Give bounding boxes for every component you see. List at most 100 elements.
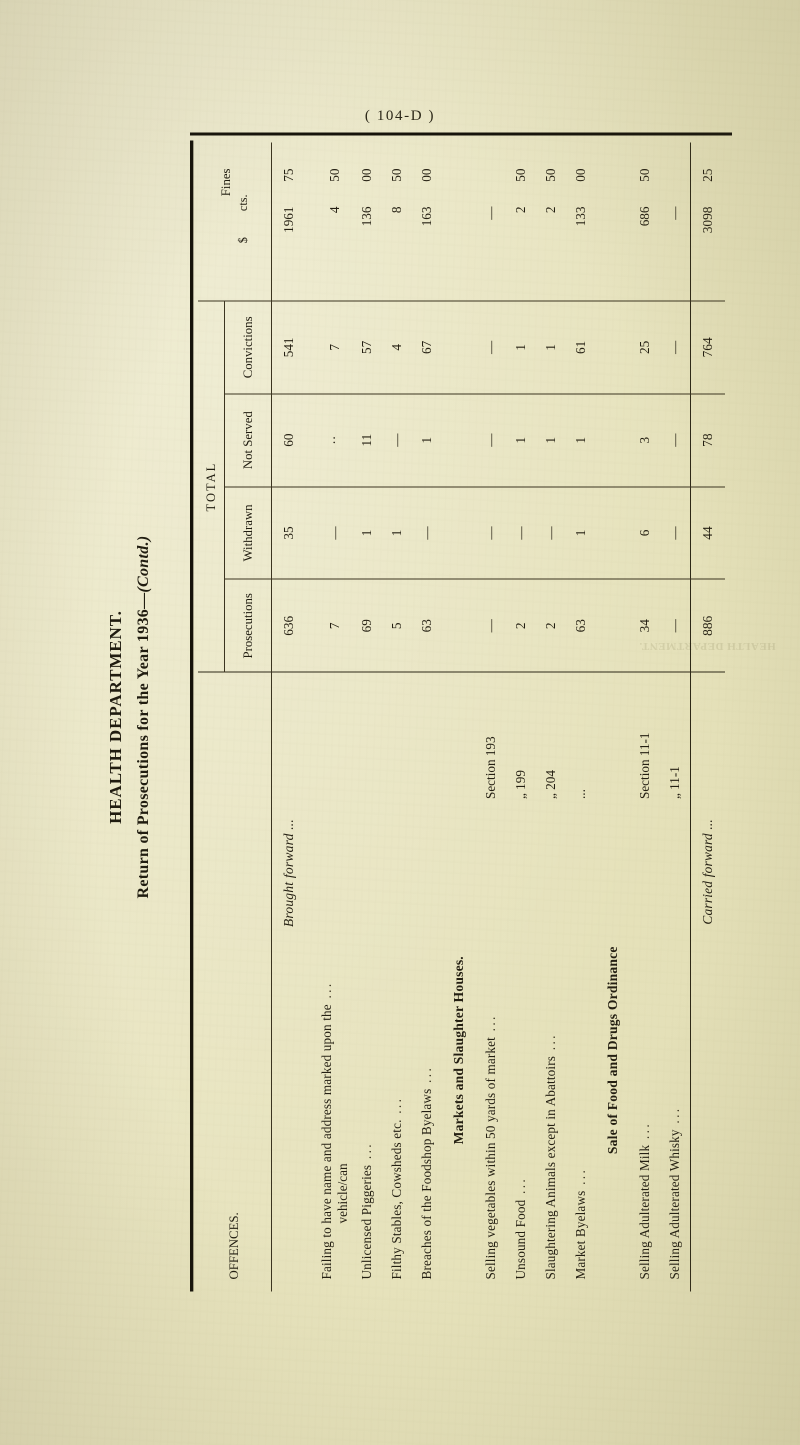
- spacer-cell: [306, 672, 318, 1291]
- table-row: Breaches of the Foodshop Byelaws ... 63—1…: [412, 142, 442, 1291]
- cell-prosecutions: —: [660, 578, 691, 672]
- return-title-main: Return of Prosecutions for the Year 1936…: [135, 592, 152, 898]
- fine-dollars: 163: [419, 206, 434, 226]
- cell-convictions: 1: [536, 300, 566, 394]
- table-row: Unlicensed Piggeries ... 69 1 11 57 13600: [352, 142, 382, 1291]
- cell-offence: Unlicensed Piggeries ...: [352, 805, 382, 1291]
- cell-prosecutions: 63: [566, 578, 596, 672]
- offence-label: Selling Adulterated Whisky: [667, 1128, 682, 1279]
- page-edge-rule: [190, 132, 732, 135]
- leader-dots: ...: [419, 1065, 434, 1089]
- cell-fines: 4 50: [318, 142, 352, 301]
- col-header-total-group: TOTAL: [198, 300, 225, 672]
- fines-currency-subhead: $ cts.: [236, 168, 251, 300]
- cell-offence: Failing to have name and address marked …: [318, 805, 352, 1291]
- caption-rule: [190, 140, 193, 1291]
- cell-not-served: 1: [506, 393, 536, 487]
- cell-prosecutions: [596, 578, 630, 672]
- cell-offence: Selling Adulterated Milk ...: [630, 805, 660, 1291]
- fine-cents: 50: [637, 168, 652, 182]
- fine-dollars: —: [483, 206, 498, 220]
- cell-prosecutions: 636: [271, 578, 306, 672]
- cell-withdrawn: —: [476, 486, 506, 579]
- fine-cents: 50: [327, 168, 342, 182]
- cell-fines: [596, 142, 630, 301]
- cell-convictions: 1: [506, 300, 536, 394]
- fines-cents-label: cts.: [235, 194, 250, 211]
- col-header-convictions: Convictions: [224, 300, 272, 394]
- cell-offence: Slaughtering Animals except in Abattoirs…: [536, 805, 566, 1291]
- table-caption: HEALTH DEPARTMENT. Return of Prosecution…: [106, 124, 153, 1309]
- cell-prosecutions: 63: [412, 578, 442, 672]
- cell-not-served: 60: [271, 393, 306, 487]
- leader-dots: ...: [543, 1032, 558, 1056]
- cell-convictions: —: [476, 300, 506, 394]
- cell-withdrawn: —: [660, 486, 691, 579]
- cell-withdrawn: 1: [566, 486, 596, 579]
- cell-offence: Selling vegetables within 50 yards of ma…: [476, 805, 506, 1291]
- cell-convictions: 764: [690, 300, 725, 394]
- cell-fines: [442, 142, 476, 301]
- table-body: Brought forward ... 636 35 60 541 196175 Faili…: [271, 142, 725, 1291]
- cell-fines: 686 50: [630, 142, 660, 301]
- prosecutions-table: OFFENCES. TOTAL Fines $ cts. Prosecution…: [198, 142, 725, 1291]
- fine-cents: 00: [359, 168, 374, 182]
- leader-dots: ...: [389, 1096, 404, 1119]
- cell-section: [318, 672, 352, 805]
- fines-dollar-symbol: $: [235, 236, 250, 243]
- table-row: Selling Adulterated Milk ... Section 11-1…: [630, 142, 660, 1291]
- cell-convictions: [442, 300, 476, 394]
- fine-dollars: 2: [513, 206, 528, 213]
- cell-convictions: 7: [318, 300, 352, 394]
- cell-fines: 8 50: [382, 142, 412, 301]
- cell-fines: —: [476, 142, 506, 301]
- offence-label: Filthy Stables, Cowsheds etc.: [389, 1118, 404, 1279]
- cell-not-served: 3: [630, 393, 660, 487]
- section-subheading-label: Markets and Slaughter Houses.: [451, 955, 466, 1144]
- cell-fines: 2 50: [506, 142, 536, 301]
- cell-withdrawn: 35: [271, 486, 306, 579]
- cell-section: Section 193: [483, 735, 498, 799]
- cell-withdrawn: —: [318, 486, 352, 579]
- col-header-fines-label: Fines: [218, 168, 233, 196]
- cell-not-served: —: [660, 393, 691, 487]
- cell-not-served: 1: [412, 393, 442, 487]
- cell-fines: 3098 25: [690, 142, 725, 301]
- fine-dollars: 2: [543, 206, 558, 213]
- cell-not-served: [442, 393, 476, 487]
- offence-label: Slaughtering Animals except in Abattoirs: [543, 1055, 558, 1279]
- fine-cents: 50: [513, 168, 528, 182]
- fine-cents: 00: [573, 168, 588, 182]
- cell-section: [690, 671, 725, 805]
- cell-convictions: 57: [352, 300, 382, 394]
- cell-offence: Market Byelaws ...: [566, 805, 596, 1291]
- col-header-fines: Fines $ cts.: [198, 142, 272, 301]
- cell-convictions: —: [660, 300, 691, 394]
- table-row: Slaughtering Animals except in Abattoirs…: [536, 142, 566, 1291]
- fine-dollars: 136: [359, 206, 374, 226]
- col-header-section: [198, 671, 272, 805]
- cell-not-served: [596, 393, 630, 487]
- table-row: Selling Adulterated Whisky ... „ 11-1— — — —…: [660, 142, 691, 1291]
- cell-section: ...: [573, 788, 588, 799]
- cell-not-served: 1: [566, 393, 596, 487]
- section-subheading-label: Sale of Food and Drugs Ordinance: [605, 945, 620, 1154]
- leader-dots: ...: [637, 1121, 652, 1145]
- cell-not-served: 1: [536, 393, 566, 487]
- cell-withdrawn: [442, 486, 476, 579]
- cell-section: [272, 672, 307, 805]
- fine-dollars: 1961: [281, 206, 296, 233]
- cell-fines: —: [660, 142, 691, 301]
- table-row: Unsound Food ... „ 199 2—1 1 250: [506, 142, 536, 1291]
- row-carried-forward: Carried forward ... 886 44 78 764 3098 25: [690, 142, 725, 1291]
- fine-dollars: 3098: [700, 206, 715, 233]
- cell-not-served: 78: [690, 393, 725, 487]
- row-section-subheading: Markets and Slaughter Houses.: [442, 142, 476, 1291]
- spacer-cell: [306, 578, 318, 672]
- col-header-withdrawn: Withdrawn: [224, 486, 272, 579]
- cell-offence: Breaches of the Foodshop Byelaws ...: [412, 805, 442, 1291]
- cell-prosecutions: —: [476, 578, 506, 672]
- table-row: Market Byelaws ...... 63 1 1 61 13300: [566, 142, 596, 1291]
- cell-prosecutions: 886: [690, 578, 725, 672]
- offence-label-line2: vehicle/can: [335, 1162, 350, 1223]
